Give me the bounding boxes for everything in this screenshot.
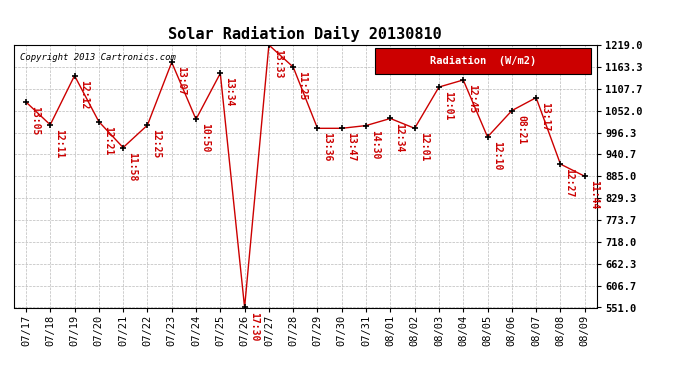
Text: 13:05: 13:05 xyxy=(30,106,40,135)
Text: 12:21: 12:21 xyxy=(103,126,113,155)
Text: 12:12: 12:12 xyxy=(79,80,89,109)
Text: 11:58: 11:58 xyxy=(127,152,137,181)
Text: 13:07: 13:07 xyxy=(176,66,186,96)
Text: 11:44: 11:44 xyxy=(589,180,599,210)
Text: 12:27: 12:27 xyxy=(564,168,575,198)
Text: 11:25: 11:25 xyxy=(297,71,307,100)
Text: 12:34: 12:34 xyxy=(395,123,404,152)
Text: 13:36: 13:36 xyxy=(322,132,332,162)
Text: 13:34: 13:34 xyxy=(224,78,235,107)
Text: 12:10: 12:10 xyxy=(492,141,502,171)
Text: 08:21: 08:21 xyxy=(516,115,526,144)
FancyBboxPatch shape xyxy=(375,48,591,74)
Text: 12:11: 12:11 xyxy=(55,129,64,158)
Text: 13:33: 13:33 xyxy=(273,49,283,78)
Title: Solar Radiation Daily 20130810: Solar Radiation Daily 20130810 xyxy=(168,27,442,42)
Text: 13:47: 13:47 xyxy=(346,132,356,162)
Text: 12:01: 12:01 xyxy=(443,91,453,121)
Text: 17:30: 17:30 xyxy=(249,312,259,341)
Text: 12:25: 12:25 xyxy=(152,129,161,159)
Text: 12:01: 12:01 xyxy=(419,132,428,162)
Text: Radiation  (W/m2): Radiation (W/m2) xyxy=(430,56,536,66)
Text: 13:17: 13:17 xyxy=(540,102,551,131)
Text: Copyright 2013 Cartronics.com: Copyright 2013 Cartronics.com xyxy=(19,53,175,62)
Text: 14:30: 14:30 xyxy=(371,130,380,159)
Text: 10:50: 10:50 xyxy=(200,123,210,153)
Text: 12:45: 12:45 xyxy=(467,84,477,114)
